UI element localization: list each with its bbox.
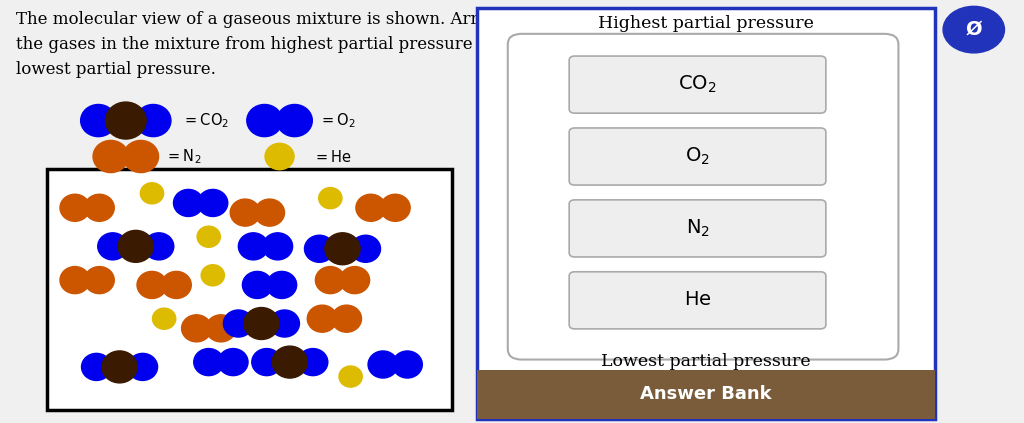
Circle shape — [307, 305, 337, 332]
Circle shape — [239, 233, 268, 260]
Circle shape — [247, 104, 283, 137]
FancyBboxPatch shape — [569, 128, 826, 185]
Text: $= \mathrm{O_2}$: $= \mathrm{O_2}$ — [319, 111, 356, 130]
Text: lowest partial pressure.: lowest partial pressure. — [16, 61, 216, 78]
Circle shape — [380, 194, 411, 221]
Circle shape — [144, 233, 174, 260]
Circle shape — [304, 235, 334, 262]
Circle shape — [82, 353, 112, 380]
Circle shape — [350, 235, 381, 262]
Circle shape — [162, 272, 191, 299]
Circle shape — [368, 351, 398, 378]
Circle shape — [230, 199, 260, 226]
Circle shape — [332, 305, 361, 332]
Circle shape — [84, 266, 115, 294]
Circle shape — [198, 190, 227, 217]
FancyBboxPatch shape — [569, 272, 826, 329]
Circle shape — [153, 308, 176, 329]
Circle shape — [206, 315, 236, 342]
FancyBboxPatch shape — [477, 370, 935, 419]
Circle shape — [315, 266, 345, 294]
Circle shape — [340, 266, 370, 294]
FancyBboxPatch shape — [569, 200, 826, 257]
Text: the gases in the mixture from highest partial pressure to: the gases in the mixture from highest pa… — [16, 36, 495, 53]
Text: The molecular view of a gaseous mixture is shown. Arrange: The molecular view of a gaseous mixture … — [16, 11, 520, 27]
Circle shape — [140, 183, 164, 204]
Circle shape — [84, 194, 115, 221]
Circle shape — [272, 346, 307, 378]
Circle shape — [267, 272, 297, 299]
Circle shape — [243, 272, 272, 299]
Circle shape — [197, 226, 220, 247]
Circle shape — [276, 104, 312, 137]
Circle shape — [298, 349, 328, 376]
Circle shape — [943, 6, 1005, 53]
FancyBboxPatch shape — [477, 8, 935, 419]
Circle shape — [173, 190, 204, 217]
Circle shape — [137, 272, 167, 299]
Text: $= \mathrm{CO_2}$: $= \mathrm{CO_2}$ — [181, 111, 229, 130]
Text: $\mathrm{He}$: $\mathrm{He}$ — [684, 291, 712, 309]
Circle shape — [93, 140, 128, 173]
Text: $\mathrm{O_2}$: $\mathrm{O_2}$ — [685, 146, 710, 167]
Circle shape — [252, 349, 282, 376]
Text: Answer Bank: Answer Bank — [640, 385, 772, 403]
Text: $\mathrm{CO_2}$: $\mathrm{CO_2}$ — [678, 74, 717, 95]
Text: Ø: Ø — [966, 19, 982, 38]
Circle shape — [128, 353, 158, 380]
Circle shape — [97, 233, 128, 260]
Circle shape — [123, 140, 159, 173]
Circle shape — [255, 199, 285, 226]
Circle shape — [218, 349, 248, 376]
Circle shape — [194, 349, 223, 376]
Circle shape — [318, 187, 342, 209]
Circle shape — [223, 310, 253, 337]
Text: Lowest partial pressure: Lowest partial pressure — [601, 353, 811, 370]
Circle shape — [269, 310, 299, 337]
Text: $\mathrm{N_2}$: $\mathrm{N_2}$ — [685, 218, 710, 239]
Circle shape — [118, 231, 154, 262]
Circle shape — [105, 102, 146, 139]
Circle shape — [201, 265, 224, 286]
Text: $= \mathrm{N_2}$: $= \mathrm{N_2}$ — [166, 147, 202, 166]
Circle shape — [60, 194, 90, 221]
Circle shape — [265, 143, 294, 170]
Circle shape — [60, 266, 90, 294]
Circle shape — [339, 366, 362, 387]
Circle shape — [181, 315, 211, 342]
FancyBboxPatch shape — [508, 34, 898, 360]
Circle shape — [81, 104, 116, 137]
Circle shape — [263, 233, 293, 260]
Circle shape — [392, 351, 422, 378]
Circle shape — [102, 351, 137, 383]
Circle shape — [135, 104, 171, 137]
Text: Highest partial pressure: Highest partial pressure — [598, 15, 814, 32]
FancyBboxPatch shape — [569, 56, 826, 113]
Circle shape — [356, 194, 386, 221]
Circle shape — [325, 233, 360, 265]
Text: $= \mathrm{He}$: $= \mathrm{He}$ — [313, 148, 352, 165]
FancyBboxPatch shape — [47, 169, 452, 410]
Circle shape — [244, 308, 279, 340]
